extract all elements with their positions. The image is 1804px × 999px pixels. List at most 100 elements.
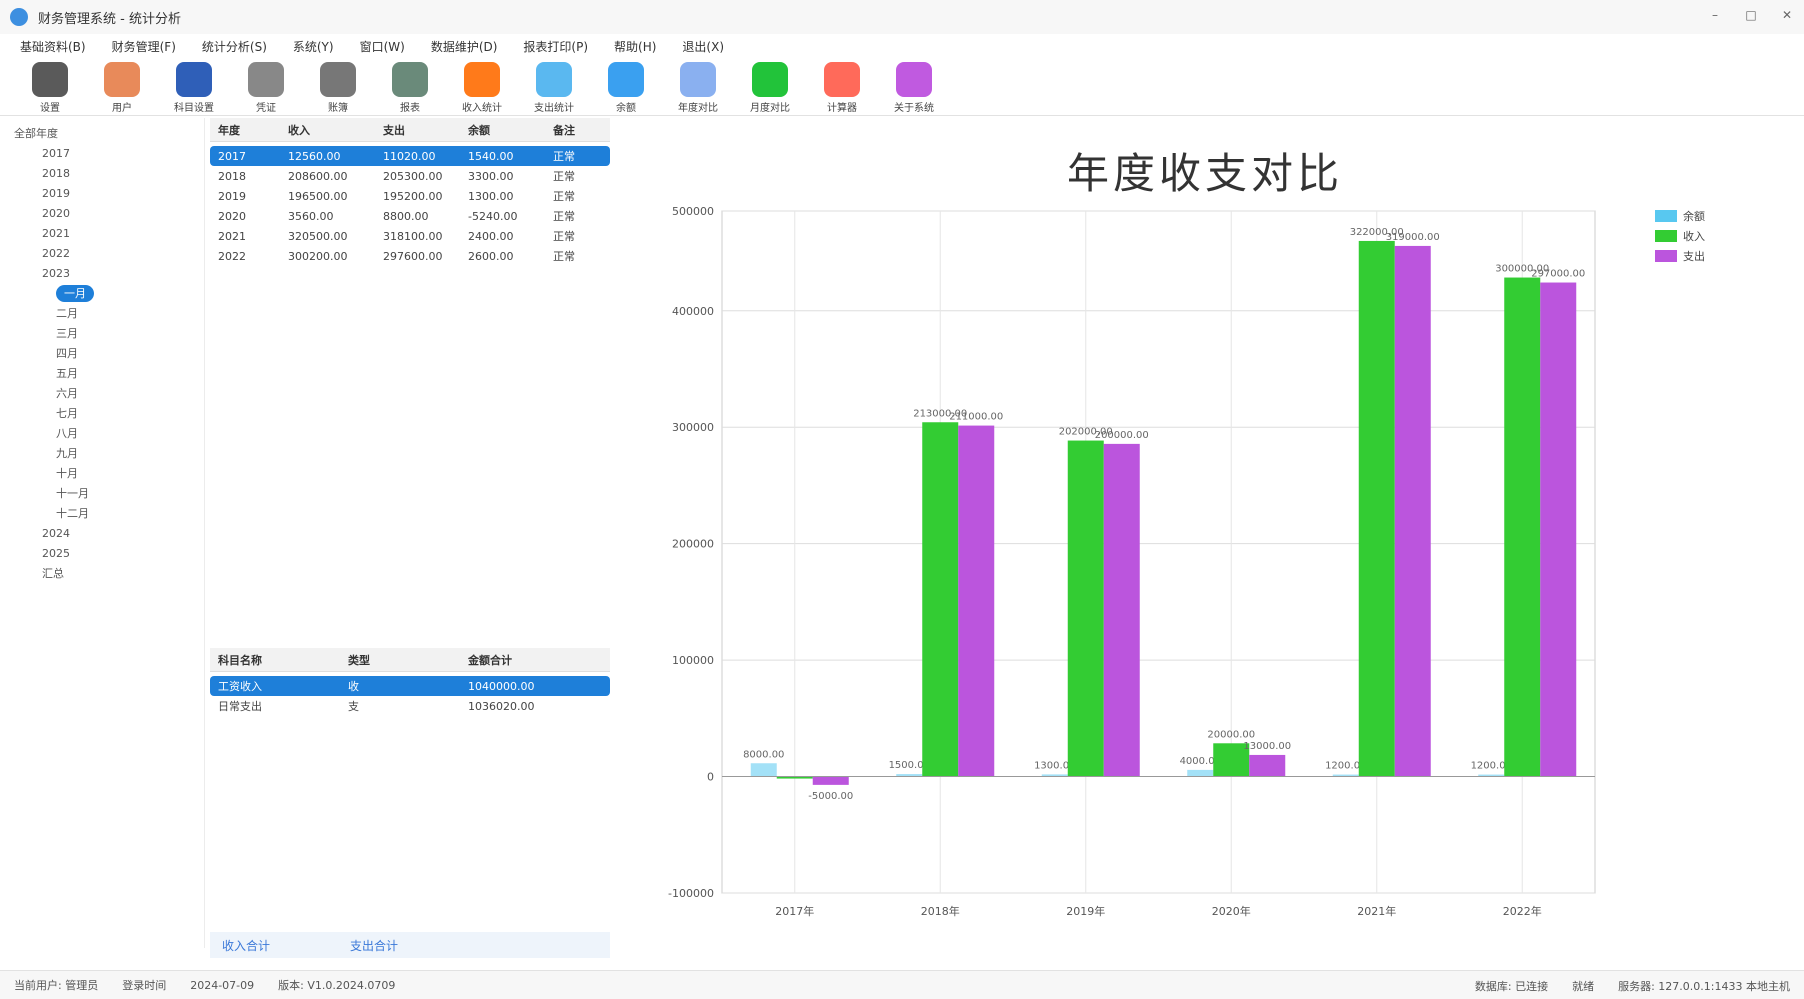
bar[interactable] (1187, 769, 1214, 777)
tree-item[interactable]: 十月 (0, 464, 204, 484)
column-header[interactable]: 科目名称 (218, 653, 262, 667)
subject-grid: 科目名称 类型 金额合计 工资收入 收 1040000.00 日常支出 支 1036020.0… (210, 648, 610, 888)
table-cell: 3560.00 (288, 209, 334, 223)
bar[interactable] (1358, 240, 1395, 777)
x-tick-label: 2020年 (1212, 904, 1251, 918)
toolbar-label: 余额 (616, 103, 636, 114)
maximize-icon[interactable]: □ (1745, 8, 1757, 22)
tree-item[interactable]: 2018 (0, 164, 204, 184)
status-right: 数据库: 已连接 就绪 服务器: 127.0.0.1:1433 本地主机 (1475, 978, 1790, 994)
close-icon[interactable]: ✕ (1781, 8, 1793, 22)
toolbar-button[interactable]: 收入统计 (446, 58, 518, 114)
bar[interactable] (1103, 443, 1140, 777)
bar[interactable] (750, 763, 777, 777)
menu-item[interactable]: 报表打印(P) (523, 39, 589, 54)
toolbar-button[interactable]: 报表 (374, 58, 446, 114)
bar[interactable] (1041, 774, 1068, 777)
table-row[interactable]: 2021 320500.00 318100.00 2400.00 正常 (210, 226, 610, 246)
tree-item[interactable]: 2021 (0, 224, 204, 244)
toolbar-button[interactable]: 余额 (590, 58, 662, 114)
tree-item[interactable]: 2020 (0, 204, 204, 224)
tree-item[interactable]: 2019 (0, 184, 204, 204)
column-header[interactable]: 收入 (288, 123, 310, 137)
menu-item[interactable]: 财务管理(F) (111, 39, 176, 54)
table-row[interactable]: 2017 12560.00 11020.00 1540.00 正常 (210, 146, 610, 166)
bar[interactable] (812, 776, 849, 785)
tree-item[interactable]: 2023 (0, 264, 204, 284)
tree-item[interactable]: 一月 (0, 284, 204, 304)
column-header[interactable]: 备注 (553, 123, 575, 137)
table-row[interactable]: 2020 3560.00 8800.00 -5240.00 正常 (210, 206, 610, 226)
tree-item[interactable]: 六月 (0, 384, 204, 404)
menu-item[interactable]: 统计分析(S) (201, 39, 267, 54)
tree-item[interactable]: 八月 (0, 424, 204, 444)
status-text: 当前用户: 管理员 (14, 979, 99, 992)
bar[interactable] (1067, 440, 1104, 777)
bar[interactable] (776, 776, 813, 779)
tree-item[interactable]: 四月 (0, 344, 204, 364)
menu-item[interactable]: 帮助(H) (614, 39, 657, 54)
data-label: 1300.00 (1034, 760, 1075, 771)
toolbar: 设置 用户 科目设置 凭证 账簿 报表 收入统计 支出统计 余额 年度对比 月度对比 计算器 关于系统 (0, 58, 1804, 116)
toolbar-button[interactable]: 凭证 (230, 58, 302, 114)
toolbar-button[interactable]: 计算器 (806, 58, 878, 114)
tree-item[interactable]: 2025 (0, 544, 204, 564)
bar[interactable] (958, 425, 995, 777)
table-row[interactable]: 工资收入 收 1040000.00 (210, 676, 610, 696)
table-row[interactable]: 日常支出 支 1036020.00 (210, 696, 610, 716)
status-text: 版本: V1.0.2024.0709 (278, 979, 396, 992)
toolbar-button[interactable]: 年度对比 (662, 58, 734, 114)
bar[interactable] (1213, 743, 1250, 777)
tree-item[interactable]: 2017 (0, 144, 204, 164)
tree-item[interactable]: 十一月 (0, 484, 204, 504)
tree-item-label: 七月 (56, 407, 78, 420)
bar[interactable] (1540, 282, 1577, 777)
toolbar-button[interactable]: 月度对比 (734, 58, 806, 114)
bar[interactable] (1394, 245, 1431, 777)
year-tree: 全部年度 2017 2018 2019 2020 2021 2022 2023 一月 二月 三月 四月… (0, 118, 205, 948)
menu-item[interactable]: 基础资料(B) (20, 39, 86, 54)
app-logo-icon (10, 8, 28, 26)
y-tick-label: 0 (707, 771, 714, 784)
status-text: 2024-07-09 (190, 978, 255, 992)
toolbar-button[interactable]: 关于系统 (878, 58, 950, 114)
tree-item[interactable]: 汇总 (0, 564, 204, 584)
toolbar-button[interactable]: 科目设置 (158, 58, 230, 114)
toolbar-button[interactable]: 支出统计 (518, 58, 590, 114)
toolbar-label: 报表 (400, 103, 420, 114)
toolbar-button[interactable]: 账簿 (302, 58, 374, 114)
bar[interactable] (1332, 774, 1359, 777)
tree-item[interactable]: 五月 (0, 364, 204, 384)
bar[interactable] (1249, 754, 1286, 777)
column-header[interactable]: 支出 (383, 123, 405, 137)
column-header[interactable]: 年度 (218, 123, 240, 137)
menu-item[interactable]: 系统(Y) (292, 39, 334, 54)
column-header[interactable]: 余额 (468, 123, 490, 137)
tree-item[interactable]: 十二月 (0, 504, 204, 524)
table-row[interactable]: 2019 196500.00 195200.00 1300.00 正常 (210, 186, 610, 206)
bar[interactable] (896, 774, 923, 777)
tree-item[interactable]: 二月 (0, 304, 204, 324)
tree-item-label: 九月 (56, 447, 78, 460)
tree-item[interactable]: 七月 (0, 404, 204, 424)
tree-item[interactable]: 2022 (0, 244, 204, 264)
minimize-icon[interactable]: – (1712, 8, 1718, 22)
menu-item[interactable]: 退出(X) (682, 39, 725, 54)
menu-item[interactable]: 数据维护(D) (430, 39, 498, 54)
column-header[interactable]: 金额合计 (468, 653, 512, 667)
table-row[interactable]: 2018 208600.00 205300.00 3300.00 正常 (210, 166, 610, 186)
expense-sum-label: 支出合计 (350, 938, 399, 953)
bar[interactable] (922, 422, 959, 777)
table-row[interactable]: 2022 300200.00 297600.00 2600.00 正常 (210, 246, 610, 266)
bar[interactable] (1478, 774, 1505, 777)
tree-item[interactable]: 2024 (0, 524, 204, 544)
menu-item[interactable]: 窗口(W) (359, 39, 405, 54)
column-header[interactable]: 类型 (348, 653, 370, 667)
tree-item[interactable]: 九月 (0, 444, 204, 464)
toolbar-button[interactable]: 用户 (86, 58, 158, 114)
tree-item[interactable]: 三月 (0, 324, 204, 344)
bar[interactable] (1504, 277, 1541, 777)
x-tick-label: 2018年 (921, 904, 960, 918)
tree-item[interactable]: 全部年度 (0, 124, 204, 144)
toolbar-button[interactable]: 设置 (14, 58, 86, 114)
